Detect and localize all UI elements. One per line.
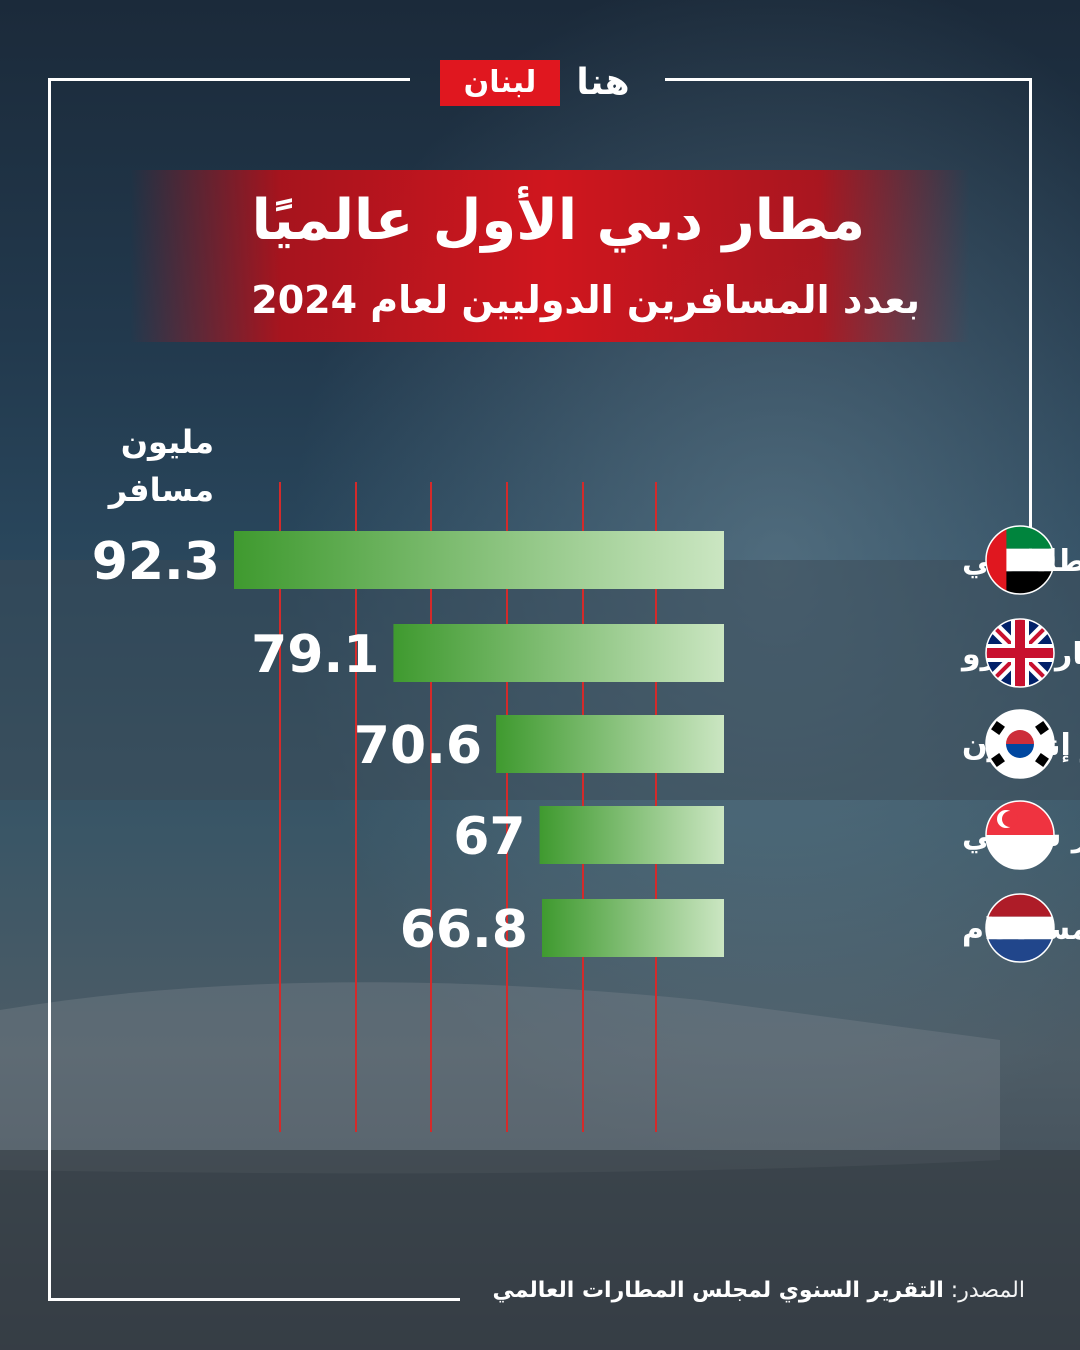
logo-red-part: لبنان <box>440 60 560 106</box>
frame-right <box>1029 78 1032 570</box>
frame-left <box>48 78 51 1300</box>
netherlands-flag-icon <box>985 893 1055 963</box>
value-label-3: 67 <box>453 807 525 867</box>
singapore-flag-icon <box>985 800 1055 870</box>
frame-top-right <box>665 78 1032 81</box>
value-label-4: 66.8 <box>400 900 528 960</box>
bar-0 <box>234 531 724 589</box>
chart-subtitle: بعدد المسافرين الدوليين لعام 2024 <box>251 278 920 322</box>
source-text: التقرير السنوي لمجلس المطارات العالمي <box>492 1278 944 1303</box>
value-label-1: 79.1 <box>251 625 379 685</box>
bar-1 <box>393 624 724 682</box>
title-band <box>130 170 970 342</box>
unit-label: مليون مسافر <box>108 423 214 509</box>
frame-bottom <box>48 1298 460 1301</box>
source-note: المصدر: التقرير السنوي لمجلس المطارات ال… <box>493 1278 1025 1303</box>
uk-flag-icon <box>985 618 1055 688</box>
logo-white-part: هنا <box>576 62 630 103</box>
bar-3 <box>539 806 724 864</box>
chart-title: مطار دبي الأول عالميًا <box>251 188 865 253</box>
value-label-2: 70.6 <box>354 716 482 776</box>
south-korea-flag-icon <box>985 709 1055 779</box>
source-label: المصدر: <box>950 1278 1025 1303</box>
uae-flag-icon <box>985 525 1055 595</box>
bar-2 <box>496 715 724 773</box>
frame-top-left <box>48 78 410 81</box>
value-label-0: 92.3 <box>92 532 220 592</box>
bar-4 <box>542 899 724 957</box>
brand-logo: لبنان هنا <box>440 54 645 112</box>
